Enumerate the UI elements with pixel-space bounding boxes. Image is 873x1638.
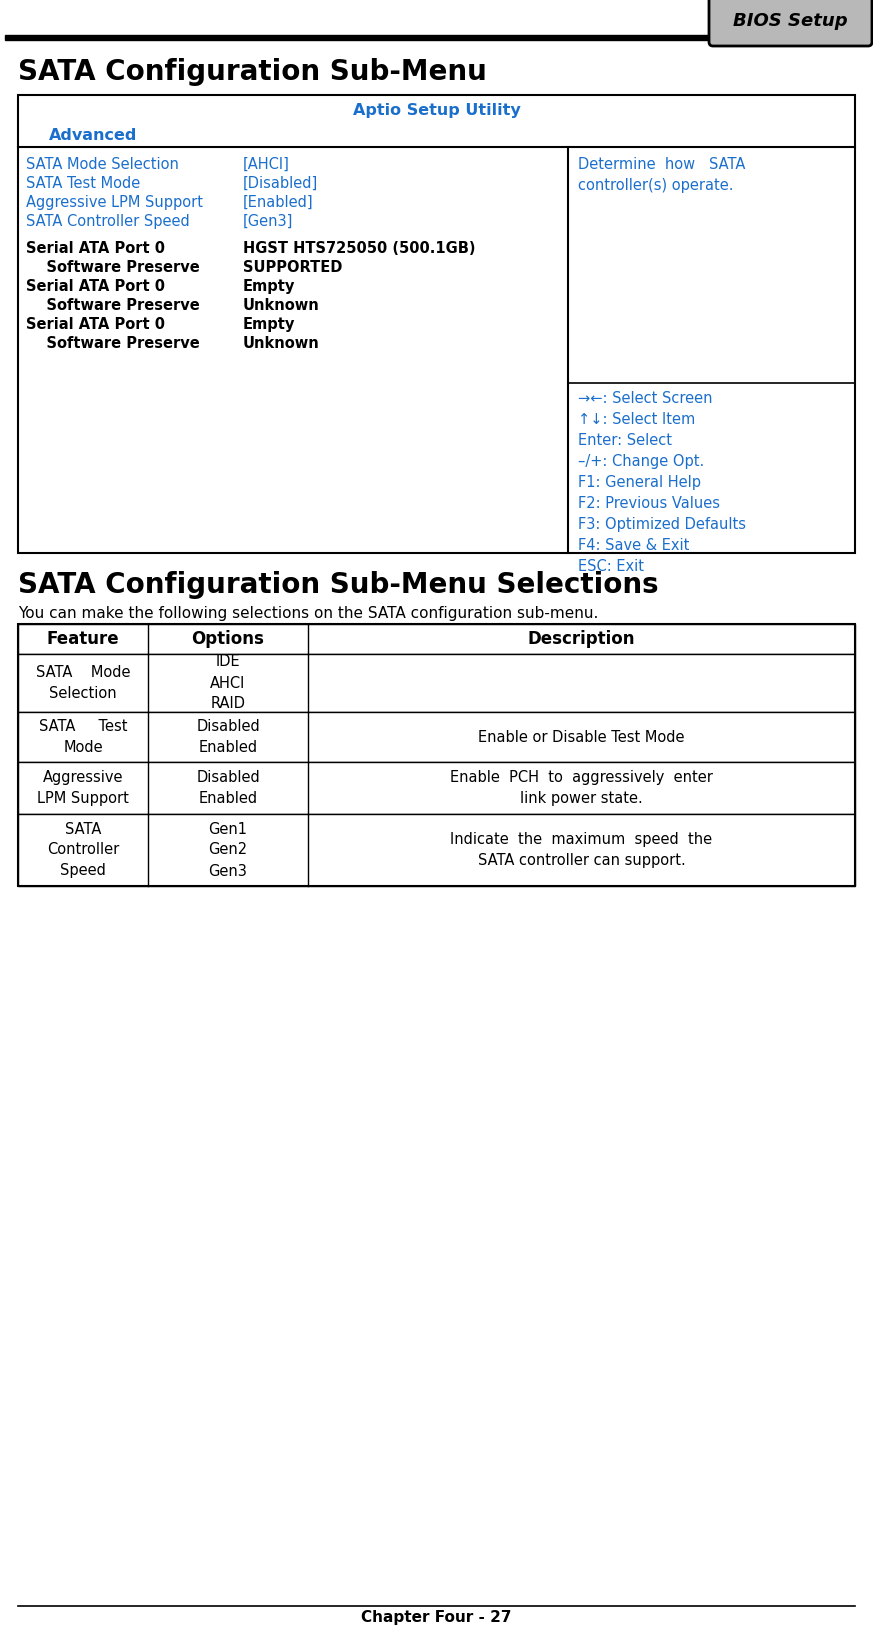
- Text: Aptio Setup Utility: Aptio Setup Utility: [353, 103, 520, 118]
- Text: Empty: Empty: [243, 278, 295, 293]
- Bar: [18, 654, 855, 713]
- Text: Serial ATA Port 0: Serial ATA Port 0: [26, 241, 165, 256]
- Text: SATA Configuration Sub-Menu: SATA Configuration Sub-Menu: [18, 57, 487, 87]
- Text: Software Preserve: Software Preserve: [26, 336, 200, 351]
- Text: Description: Description: [528, 631, 636, 649]
- Bar: [18, 713, 855, 762]
- Text: [Gen3]: [Gen3]: [243, 215, 293, 229]
- Text: Chapter Four - 27: Chapter Four - 27: [361, 1610, 512, 1625]
- Text: Software Preserve: Software Preserve: [26, 298, 200, 313]
- Text: Aggressive
LPM Support: Aggressive LPM Support: [37, 770, 129, 806]
- Text: Determine  how   SATA
controller(s) operate.: Determine how SATA controller(s) operate…: [578, 157, 746, 193]
- Text: Gen1
Gen2
Gen3: Gen1 Gen2 Gen3: [209, 822, 248, 878]
- Text: Disabled
Enabled: Disabled Enabled: [196, 719, 260, 755]
- Text: IDE
AHCI
RAID: IDE AHCI RAID: [210, 655, 245, 711]
- Text: Indicate  the  maximum  speed  the
SATA controller can support.: Indicate the maximum speed the SATA cont…: [450, 832, 712, 868]
- Text: SATA Test Mode: SATA Test Mode: [26, 175, 141, 192]
- Text: SATA Controller Speed: SATA Controller Speed: [26, 215, 189, 229]
- Bar: [18, 762, 855, 814]
- Bar: [18, 95, 855, 554]
- Text: Serial ATA Port 0: Serial ATA Port 0: [26, 318, 165, 333]
- Text: Options: Options: [191, 631, 265, 649]
- Text: →←: Select Screen
↑↓: Select Item
Enter: Select
–/+: Change Opt.
F1: General Hel: →←: Select Screen ↑↓: Select Item Enter:…: [578, 391, 746, 573]
- Text: Disabled
Enabled: Disabled Enabled: [196, 770, 260, 806]
- Text: HGST HTS725050 (500.1GB): HGST HTS725050 (500.1GB): [243, 241, 476, 256]
- Text: Aggressive LPM Support: Aggressive LPM Support: [26, 195, 203, 210]
- Text: BIOS Setup: BIOS Setup: [733, 11, 848, 29]
- Text: SATA Configuration Sub-Menu Selections: SATA Configuration Sub-Menu Selections: [18, 572, 658, 600]
- Text: Unknown: Unknown: [243, 298, 320, 313]
- Text: Advanced: Advanced: [49, 128, 137, 143]
- Text: [Enabled]: [Enabled]: [243, 195, 313, 210]
- Text: Unknown: Unknown: [243, 336, 320, 351]
- Text: SUPPORTED: SUPPORTED: [243, 260, 342, 275]
- Text: You can make the following selections on the SATA configuration sub-menu.: You can make the following selections on…: [18, 606, 598, 621]
- Bar: [5, 34, 713, 39]
- Text: [AHCI]: [AHCI]: [243, 157, 290, 172]
- Text: SATA
Controller
Speed: SATA Controller Speed: [47, 822, 119, 878]
- Text: SATA     Test
Mode: SATA Test Mode: [38, 719, 127, 755]
- Text: Empty: Empty: [243, 318, 295, 333]
- Text: [Disabled]: [Disabled]: [243, 175, 319, 192]
- Text: Feature: Feature: [46, 631, 120, 649]
- Text: Enable  PCH  to  aggressively  enter
link power state.: Enable PCH to aggressively enter link po…: [450, 770, 713, 806]
- Text: SATA    Mode
Selection: SATA Mode Selection: [36, 665, 130, 701]
- Bar: [18, 624, 855, 654]
- FancyBboxPatch shape: [709, 0, 872, 46]
- Bar: [18, 624, 855, 886]
- Text: Enable or Disable Test Mode: Enable or Disable Test Mode: [478, 729, 684, 745]
- Text: SATA Mode Selection: SATA Mode Selection: [26, 157, 179, 172]
- Text: Software Preserve: Software Preserve: [26, 260, 200, 275]
- Text: Serial ATA Port 0: Serial ATA Port 0: [26, 278, 165, 293]
- Bar: [18, 814, 855, 886]
